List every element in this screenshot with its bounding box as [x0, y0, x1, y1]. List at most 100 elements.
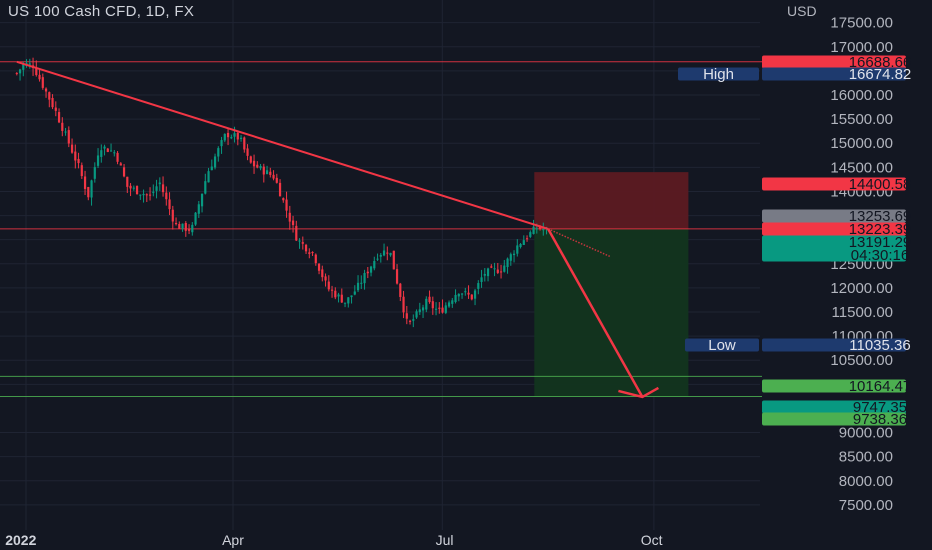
candle-body — [451, 300, 454, 304]
chart-title: US 100 Cash CFD, 1D, FX — [8, 3, 195, 20]
price-tick-label: 7500.00 — [839, 497, 893, 514]
candle-body — [181, 223, 184, 229]
candle-body — [431, 301, 434, 309]
candle-body — [483, 273, 486, 276]
candle-body — [532, 226, 535, 234]
price-tick-label: 14500.00 — [830, 159, 893, 176]
candle-body — [148, 194, 152, 196]
candle-body — [343, 302, 347, 304]
candle-body — [415, 311, 418, 318]
candle-body — [233, 133, 236, 137]
price-tag-bg — [762, 222, 906, 236]
price-tag-bg — [762, 412, 906, 426]
candle-body — [246, 148, 249, 156]
candle-body — [213, 156, 217, 168]
price-tick-label: 12000.00 — [830, 280, 893, 297]
candle-body — [126, 176, 129, 187]
candle-body — [139, 194, 142, 196]
candle-body — [119, 163, 122, 166]
candle-body — [503, 265, 506, 272]
candle-body — [464, 291, 467, 293]
price-tag: 14400.58 — [762, 176, 911, 193]
candle-body — [425, 298, 428, 310]
price-tag-value: 16674.82 — [849, 66, 912, 83]
candle-body — [15, 73, 18, 75]
take-profit-zone — [534, 228, 689, 397]
price-tag: 13253.69 — [762, 208, 911, 225]
projection-arrow — [547, 228, 644, 398]
candle-body — [519, 243, 522, 248]
candle-body — [220, 140, 223, 147]
price-tag-bg — [762, 177, 906, 191]
candle-body — [187, 229, 191, 231]
price-tick-label: 17500.00 — [830, 15, 893, 32]
price-tag-value: 13223.39 — [849, 221, 912, 238]
candle-body — [122, 167, 126, 177]
candle-body — [239, 137, 243, 139]
candle-body — [243, 137, 246, 150]
candle-body — [168, 199, 171, 210]
candle-body — [106, 148, 109, 152]
candle-body — [282, 198, 285, 201]
candle-body — [522, 240, 525, 245]
candle-body — [22, 63, 25, 70]
candle-body — [90, 180, 93, 198]
candle-body — [291, 220, 295, 226]
candle-body — [369, 266, 373, 273]
price-tag-bg — [762, 235, 906, 262]
price-tick-label: 9000.00 — [839, 425, 893, 442]
candle-body — [109, 150, 113, 152]
candle-body — [477, 283, 480, 289]
candle-body — [275, 177, 278, 183]
candle-body — [210, 166, 213, 171]
candle-body — [77, 158, 80, 164]
candle-body — [363, 272, 366, 284]
candle-body — [41, 77, 44, 88]
candle-body — [499, 271, 503, 273]
candle-body — [200, 193, 204, 207]
candle-body — [314, 254, 317, 264]
candle-body — [96, 155, 100, 166]
time-axis: 2022 Apr Jul Oct — [5, 532, 662, 548]
candle-body — [116, 152, 119, 162]
price-tick-label: 17000.00 — [830, 39, 893, 56]
price-tag: 16688.66 — [762, 54, 911, 71]
candle-body — [80, 165, 83, 177]
candle-body — [207, 171, 210, 183]
candle-body — [366, 271, 369, 274]
candle-body — [402, 296, 405, 313]
candle-body — [54, 107, 57, 111]
candle-body — [386, 252, 389, 254]
projection-arrowhead — [618, 386, 660, 399]
candle-body — [174, 222, 178, 225]
candle-body — [285, 199, 288, 211]
extreme-tag-bg — [685, 338, 759, 352]
candle-body — [311, 251, 314, 254]
candle-body — [129, 185, 132, 189]
candle-body — [308, 252, 311, 254]
candle-body — [392, 250, 395, 270]
candle-body — [395, 269, 399, 284]
candles — [15, 57, 548, 328]
candle-body — [152, 191, 155, 193]
candle-body — [155, 186, 158, 191]
candle-body — [496, 269, 499, 273]
candle-body — [93, 167, 96, 179]
candle-body — [334, 290, 337, 298]
candle-body — [418, 309, 421, 313]
price-tag-bg — [762, 400, 906, 414]
price-tag-value: 9747.35 — [853, 399, 907, 416]
position-zones — [534, 172, 689, 397]
candle-body — [135, 186, 139, 195]
candle-body — [405, 313, 408, 319]
candle-body — [57, 112, 61, 123]
price-tick-label: 8000.00 — [839, 473, 893, 490]
candle-body — [236, 132, 239, 140]
candle-body — [356, 282, 360, 291]
candle-body — [460, 293, 464, 295]
candle-body — [438, 307, 441, 309]
candle-body — [288, 212, 291, 222]
candle-body — [204, 181, 207, 194]
